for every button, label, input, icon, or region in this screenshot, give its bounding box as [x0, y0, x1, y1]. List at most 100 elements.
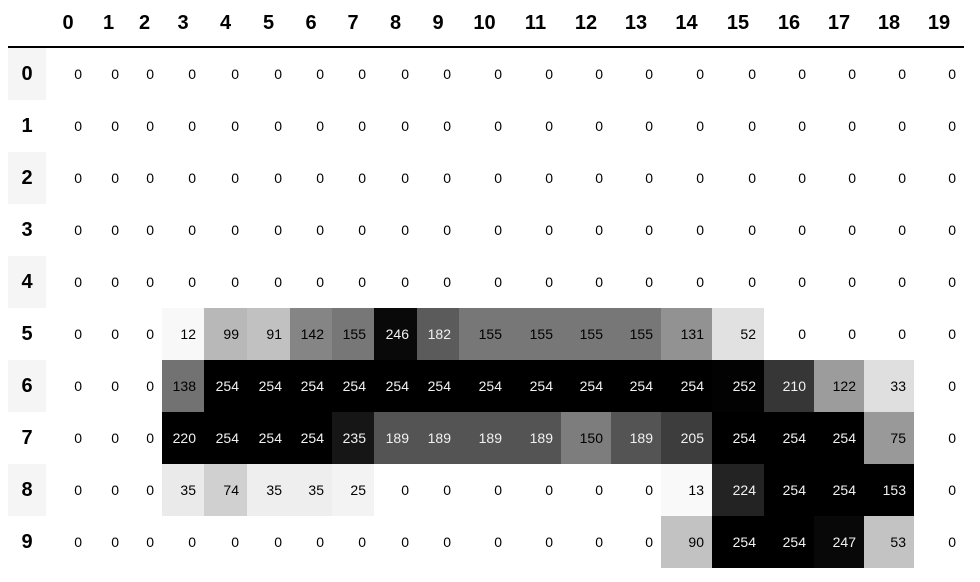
table-cell: 0 [204, 100, 247, 152]
table-cell: 0 [247, 47, 290, 100]
column-header: 10 [459, 0, 510, 48]
table-cell: 0 [459, 464, 510, 516]
table-cell: 0 [374, 100, 417, 152]
table-cell: 150 [561, 412, 611, 464]
table-cell: 0 [290, 100, 332, 152]
table-cell: 0 [46, 360, 90, 412]
table-cell: 182 [417, 308, 459, 360]
table-cell: 0 [162, 47, 204, 100]
table-cell: 0 [611, 152, 661, 204]
table-cell: 0 [332, 204, 374, 256]
table-cell: 0 [162, 100, 204, 152]
table-cell: 91 [247, 308, 290, 360]
table-cell: 0 [712, 152, 764, 204]
table-cell: 0 [417, 256, 459, 308]
header-row: 0 1 2 3 4 5 6 7 8 9 10 11 12 13 14 15 16 17 18 19 [8, 0, 964, 48]
table-cell: 0 [764, 152, 814, 204]
table-cell: 0 [90, 100, 127, 152]
table-cell: 0 [374, 204, 417, 256]
table-cell: 0 [764, 204, 814, 256]
table-cell: 0 [561, 256, 611, 308]
table-cell: 235 [332, 412, 374, 464]
table-cell: 0 [914, 464, 964, 516]
table-cell: 0 [417, 516, 459, 568]
table-cell: 0 [204, 204, 247, 256]
table-cell: 254 [764, 516, 814, 568]
table-cell: 0 [90, 360, 127, 412]
table-cell: 25 [332, 464, 374, 516]
table-cell: 0 [814, 204, 864, 256]
table-cell: 0 [864, 47, 914, 100]
column-header: 5 [247, 0, 290, 48]
table-row: 8 0 0 0 35 74 35 35 25 0 0 0 0 0 0 13 224 254 254 153 0 [8, 464, 964, 516]
table-cell: 254 [814, 464, 864, 516]
table-cell: 0 [417, 204, 459, 256]
table-cell: 0 [46, 256, 90, 308]
table-cell: 252 [712, 360, 764, 412]
table-cell: 0 [90, 464, 127, 516]
table-cell: 0 [90, 412, 127, 464]
table-cell: 0 [374, 464, 417, 516]
table-cell: 155 [459, 308, 510, 360]
table-row: 7 0 0 0 220 254 254 254 235 189 189 189 189 150 189 205… [8, 412, 964, 464]
table-cell: 0 [290, 256, 332, 308]
table-cell: 0 [459, 256, 510, 308]
table-cell: 12 [162, 308, 204, 360]
table-cell: 254 [290, 412, 332, 464]
table-cell: 0 [374, 152, 417, 204]
table-cell: 254 [712, 412, 764, 464]
table-cell: 0 [561, 47, 611, 100]
table-cell: 254 [204, 360, 247, 412]
table-cell: 0 [510, 204, 561, 256]
row-index: 1 [8, 100, 46, 152]
table-cell: 254 [290, 360, 332, 412]
table-cell: 0 [127, 204, 162, 256]
table-cell: 189 [417, 412, 459, 464]
table-cell: 254 [459, 360, 510, 412]
table-cell: 0 [46, 308, 90, 360]
table-cell: 224 [712, 464, 764, 516]
column-header: 16 [764, 0, 814, 48]
table-cell: 254 [374, 360, 417, 412]
table-cell: 0 [247, 516, 290, 568]
table-cell: 0 [814, 308, 864, 360]
table-cell: 0 [914, 152, 964, 204]
table-cell: 0 [46, 464, 90, 516]
table-cell: 0 [712, 256, 764, 308]
table-cell: 254 [204, 412, 247, 464]
table-cell: 0 [561, 204, 611, 256]
table-cell: 189 [459, 412, 510, 464]
table-cell: 0 [204, 152, 247, 204]
table-cell: 0 [561, 100, 611, 152]
table-cell: 0 [864, 256, 914, 308]
table-cell: 0 [864, 100, 914, 152]
table-cell: 0 [712, 100, 764, 152]
table-cell: 0 [417, 152, 459, 204]
table-cell: 153 [864, 464, 914, 516]
table-cell: 254 [611, 360, 661, 412]
table-cell: 0 [332, 516, 374, 568]
table-cell: 247 [814, 516, 864, 568]
table-cell: 0 [561, 464, 611, 516]
table-cell: 155 [611, 308, 661, 360]
row-index: 6 [8, 360, 46, 412]
table-cell: 0 [162, 516, 204, 568]
table-cell: 254 [764, 412, 814, 464]
table-cell: 0 [814, 47, 864, 100]
table-cell: 13 [661, 464, 712, 516]
table-cell: 0 [247, 152, 290, 204]
table-cell: 0 [661, 100, 712, 152]
table-cell: 0 [127, 47, 162, 100]
table-cell: 0 [764, 308, 814, 360]
table-cell: 0 [290, 204, 332, 256]
table-cell: 254 [247, 360, 290, 412]
column-header: 15 [712, 0, 764, 48]
table-cell: 99 [204, 308, 247, 360]
table-cell: 0 [712, 204, 764, 256]
table-cell: 0 [661, 204, 712, 256]
table-cell: 0 [374, 256, 417, 308]
table-cell: 0 [417, 47, 459, 100]
table-cell: 0 [46, 412, 90, 464]
table-cell: 254 [661, 360, 712, 412]
